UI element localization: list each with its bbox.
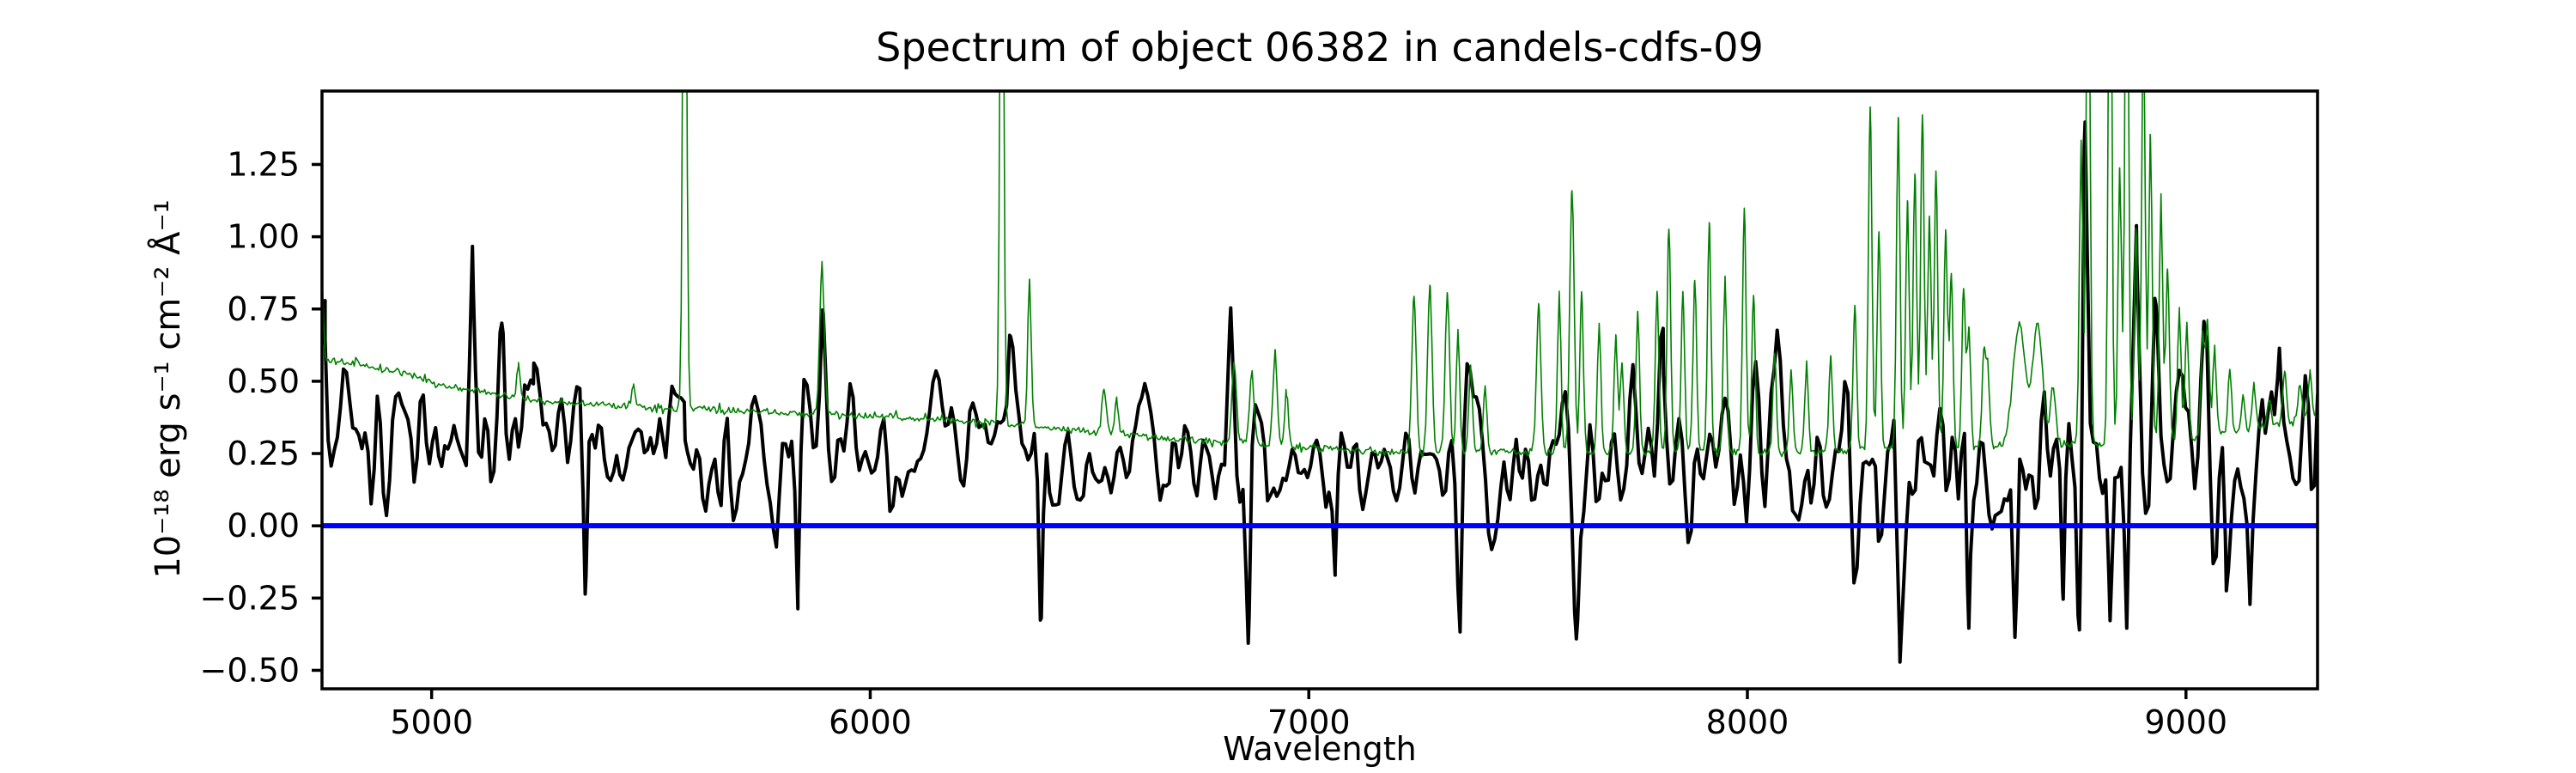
x-tick-label: 7000 (1267, 703, 1351, 741)
y-tick-label: 0.00 (227, 507, 300, 545)
x-tick-label: 5000 (390, 703, 473, 741)
x-tick-label: 6000 (829, 703, 912, 741)
y-tick-label: 1.25 (227, 145, 300, 183)
y-axis-label: 10⁻¹⁸ erg s⁻¹ cm⁻² Å⁻¹ (149, 199, 188, 579)
x-tick-label: 8000 (1706, 703, 1789, 741)
y-tick-label: 0.75 (227, 290, 300, 328)
chart-title: Spectrum of object 06382 in candels-cdfs… (876, 24, 1764, 70)
plot-data-area (322, 91, 2318, 664)
y-tick-label: −0.50 (200, 651, 300, 689)
y-tick-label: 1.00 (227, 218, 300, 256)
y-tick-label: −0.25 (200, 579, 300, 617)
x-tick-label: 9000 (2144, 703, 2227, 741)
axes-box (320, 89, 2319, 691)
noise-sky-spectrum-line (322, 91, 2318, 458)
x-axis-label: Wavelength (1223, 730, 1417, 768)
y-tick-label: 0.50 (227, 362, 300, 400)
observed-flux-spectrum-line (322, 120, 2318, 664)
y-tick-label: 0.25 (227, 435, 300, 472)
